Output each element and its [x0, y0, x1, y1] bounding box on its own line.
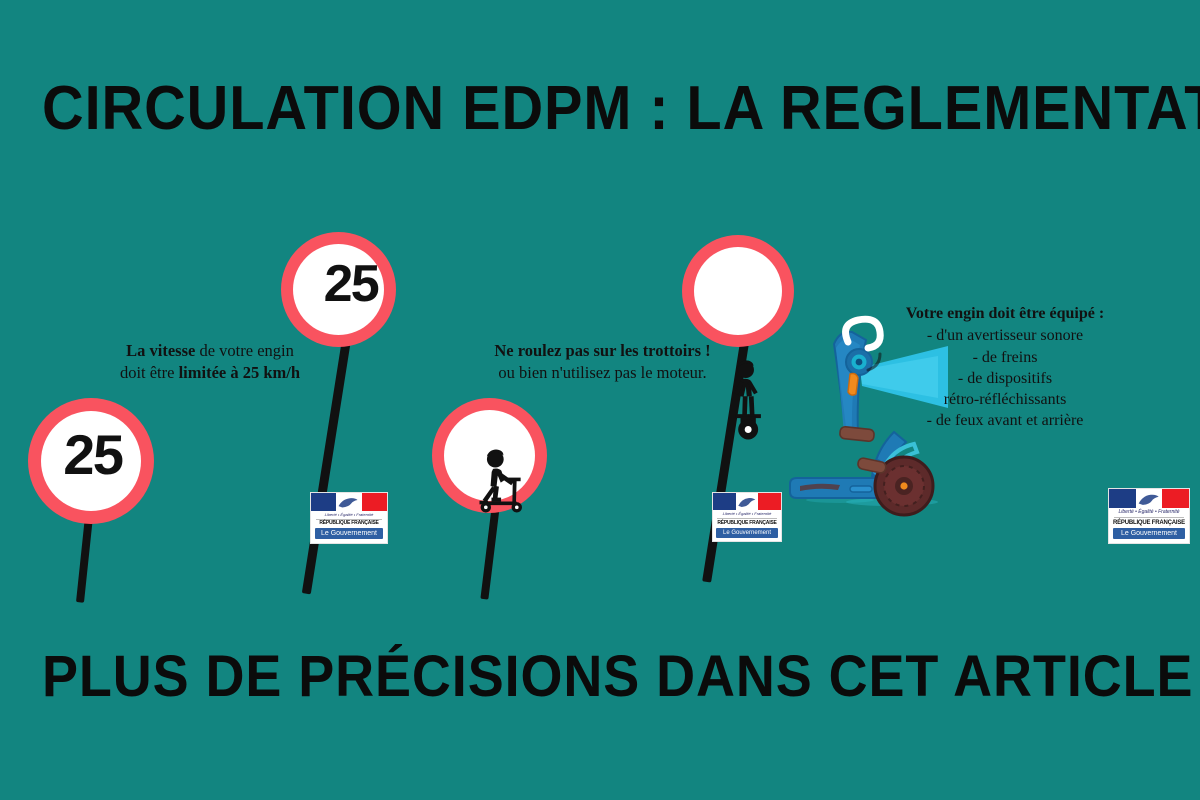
flag-band-blue — [713, 493, 736, 510]
logo-divider — [717, 517, 777, 519]
flag-band-white-marianne — [336, 493, 362, 511]
scooter-clamp-lower — [857, 457, 887, 474]
headlight-beam-icon — [860, 346, 948, 408]
caption-equipment-item: - d'un avertisseur sonore — [926, 327, 1084, 345]
logo-devise: Liberté • Égalité • Fraternité — [1118, 509, 1180, 516]
republique-francaise-logo: Liberté • Égalité • Fraternité RÉPUBLIQU… — [712, 492, 782, 542]
flag-band-red — [1162, 489, 1189, 509]
logo-republic: RÉPUBLIQUE FRANÇAISE — [319, 520, 379, 527]
kick-scooter-rider-icon — [479, 449, 522, 513]
sign-face — [293, 244, 384, 335]
flag-band-red — [361, 493, 387, 511]
scooter-deck — [789, 477, 888, 499]
caption-speed-rest-1: de votre engin — [195, 341, 294, 360]
caption-equipment-item: - de dispositifs — [957, 369, 1053, 387]
caption-equipment-heading: Votre engin doit être équipé : — [905, 305, 1105, 322]
sign-face — [694, 247, 782, 335]
page-title-bottom: PLUS DE PRÉCISIONS DANS CET ARTICLE — [42, 644, 1194, 709]
republique-francaise-logo: Liberté • Égalité • Fraternité RÉPUBLIQU… — [1108, 488, 1190, 544]
speed-limit-sign-25-left: 25 — [28, 398, 158, 603]
logo-devise: Liberté • Égalité • Fraternité — [722, 510, 772, 516]
caption-sidewalk-line2: ou bien n'utilisez pas le moteur. — [498, 362, 707, 382]
logo-devise: Liberté • Égalité • Fraternité — [324, 511, 374, 517]
speed-limit-value: 25 — [62, 423, 124, 486]
logo-government-badge: Le Gouvernement — [716, 527, 778, 538]
french-flag-marianne-icon — [713, 493, 781, 510]
caption-speed-line1: La vitesse de votre engin — [60, 340, 360, 362]
caption-equipment-item: rétro-réfléchissants — [943, 391, 1067, 409]
scooter-headlight-icon — [845, 348, 873, 376]
french-flag-marianne-icon — [311, 493, 387, 511]
page-title-top: CIRCULATION EDPM : LA REGLEMENTATION — [42, 74, 1200, 143]
caption-speed-line2: doit être limitée à 25 km/h — [60, 362, 360, 384]
logo-divider — [1113, 517, 1185, 518]
logo-government-badge: Le Gouvernement — [1113, 528, 1185, 539]
self-balancing-unicycle-pictogram-sign — [682, 235, 812, 583]
caption-equipment: Votre engin doit être équipé : - d'un av… — [870, 303, 1140, 432]
flag-band-white-marianne — [1135, 489, 1163, 509]
caption-speed-bold-1: La vitesse — [126, 341, 196, 360]
scooter-svg — [789, 315, 948, 517]
caption-speed-bold-2: limitée à 25 km/h — [178, 362, 301, 382]
logo-republic: RÉPUBLIQUE FRANÇAISE — [1112, 520, 1185, 526]
caption-speed-rest-2: doit être — [119, 362, 179, 382]
scooter-front-wheel — [873, 455, 935, 517]
self-balancing-unicycle-rider-icon — [734, 360, 761, 440]
logo-republic: RÉPUBLIQUE FRANÇAISE — [717, 519, 777, 526]
flag-band-blue — [311, 493, 337, 511]
scooter-reflector-icon — [847, 372, 859, 396]
sign-face — [41, 411, 141, 511]
speed-limit-sign-25-upper: 25 — [281, 232, 421, 595]
caption-equipment-item: - de freins — [972, 348, 1038, 366]
speed-limit-value: 25 — [323, 255, 379, 313]
flag-band-red — [758, 493, 781, 510]
scooter-clamp — [839, 425, 875, 443]
flag-band-blue — [1109, 489, 1136, 509]
caption-sidewalk-line1: Ne roulez pas sur les trottoirs ! — [494, 341, 711, 360]
caption-sidewalk: Ne roulez pas sur les trottoirs ! ou bie… — [455, 340, 750, 384]
caption-speed: La vitesse de votre engin doit être limi… — [60, 340, 360, 384]
no-scooter-pictogram-sign — [432, 398, 562, 600]
scooter-handlebar-icon — [842, 315, 884, 372]
flag-band-white-marianne — [735, 493, 759, 510]
caption-equipment-item: - de feux avant et arrière — [926, 412, 1084, 430]
logo-divider — [315, 518, 383, 520]
electric-scooter-illustration — [788, 288, 948, 520]
republique-francaise-logo: Liberté • Égalité • Fraternité RÉPUBLIQU… — [310, 492, 388, 544]
logo-government-badge: Le Gouvernement — [314, 528, 384, 540]
french-flag-marianne-icon — [1109, 489, 1189, 509]
